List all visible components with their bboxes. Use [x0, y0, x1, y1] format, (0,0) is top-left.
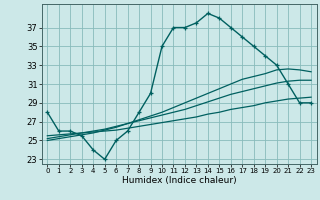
X-axis label: Humidex (Indice chaleur): Humidex (Indice chaleur)	[122, 176, 236, 185]
